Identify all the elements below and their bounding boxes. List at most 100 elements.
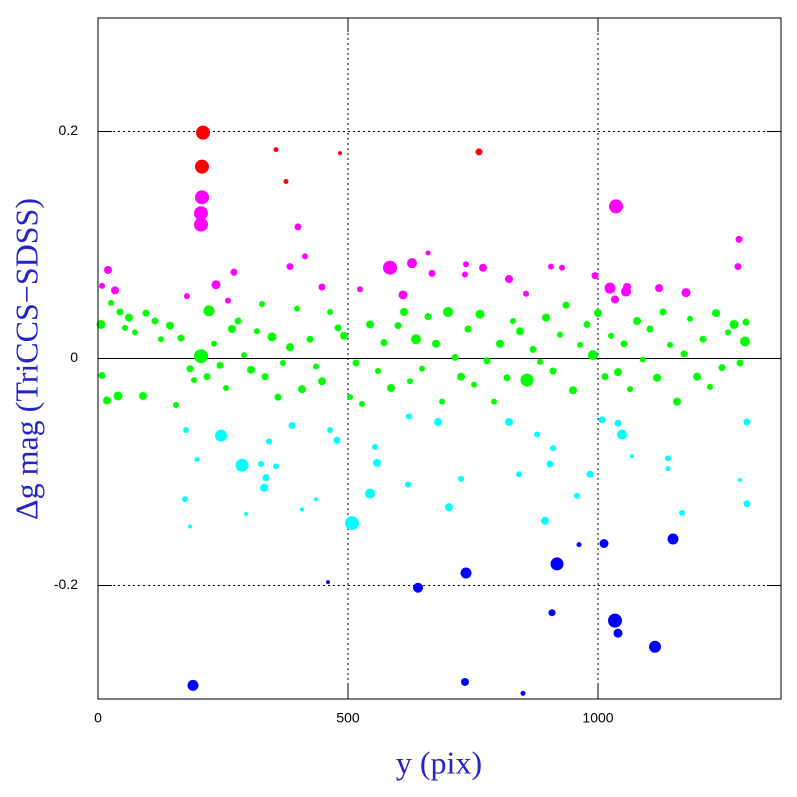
point [424, 313, 432, 321]
point [665, 455, 671, 462]
point [599, 539, 609, 549]
point [188, 524, 192, 529]
point [655, 284, 663, 293]
point [96, 319, 106, 329]
point [609, 199, 623, 214]
point [520, 373, 534, 387]
point [640, 356, 646, 363]
point [314, 497, 318, 502]
point [576, 542, 582, 548]
point [740, 336, 750, 347]
point [273, 463, 279, 470]
point [99, 282, 105, 289]
x-tick-label: 0 [94, 710, 102, 726]
point [191, 377, 197, 384]
point [608, 332, 614, 339]
point [516, 327, 524, 336]
x-axis-label: y (pix) [396, 744, 482, 780]
point [407, 258, 417, 269]
point [211, 340, 217, 347]
point [338, 151, 342, 156]
point [132, 329, 138, 336]
point [653, 373, 661, 382]
y-tick-label: -0.2 [54, 576, 78, 592]
point [406, 413, 412, 420]
point [345, 516, 359, 531]
point [283, 178, 289, 184]
point [462, 271, 468, 278]
point [577, 341, 583, 348]
point [194, 217, 208, 232]
point [142, 309, 150, 317]
point [365, 488, 375, 499]
point [405, 481, 411, 488]
point [258, 461, 264, 468]
point [259, 301, 265, 308]
point [413, 582, 423, 593]
point [510, 318, 516, 325]
point [496, 339, 504, 348]
point [667, 341, 673, 348]
point [194, 206, 208, 221]
point [546, 460, 554, 468]
point [598, 416, 606, 424]
point [505, 418, 513, 427]
point [725, 329, 731, 336]
point [327, 427, 333, 434]
point [523, 290, 529, 297]
point [241, 352, 247, 359]
point [460, 567, 472, 579]
point [601, 373, 609, 381]
point [463, 261, 469, 268]
point [373, 458, 381, 467]
x-tick-label: 1000 [582, 710, 613, 726]
point [326, 580, 330, 585]
point [228, 324, 236, 333]
point [195, 159, 209, 174]
point [735, 235, 743, 243]
point [230, 268, 238, 276]
point [586, 470, 594, 478]
point [541, 516, 549, 525]
point [288, 421, 296, 429]
point [614, 419, 622, 427]
point [574, 492, 580, 499]
point [183, 427, 189, 434]
point [428, 269, 436, 277]
point [475, 309, 485, 319]
point [333, 436, 341, 444]
point [659, 308, 667, 316]
point [620, 340, 628, 348]
point [273, 147, 279, 153]
point [166, 321, 174, 330]
point [196, 125, 210, 140]
point [588, 350, 598, 361]
point [613, 628, 623, 638]
point [359, 400, 365, 407]
point [216, 361, 224, 369]
point [633, 317, 641, 326]
point [617, 429, 627, 440]
point [542, 313, 550, 322]
point [195, 190, 209, 205]
point [549, 367, 557, 375]
point [352, 359, 360, 367]
point [306, 335, 314, 343]
point [286, 263, 294, 271]
point [699, 335, 707, 343]
point [111, 286, 119, 295]
point [673, 397, 681, 406]
point [411, 334, 421, 345]
point [471, 381, 477, 388]
point [583, 320, 591, 328]
point [614, 368, 622, 377]
point [458, 475, 464, 482]
point [743, 418, 751, 426]
point [139, 391, 147, 400]
point [186, 365, 194, 373]
point [529, 345, 537, 353]
point [569, 386, 577, 395]
point [646, 325, 654, 333]
point [443, 306, 453, 317]
point [103, 396, 111, 405]
